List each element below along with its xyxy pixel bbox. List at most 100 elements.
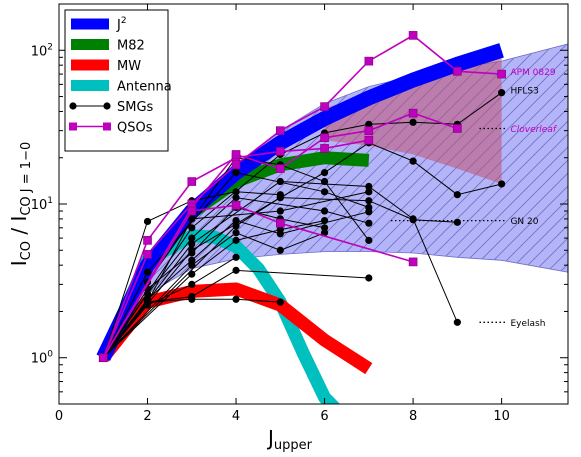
qso-line-1: [102, 34, 502, 359]
smg-point: [276, 207, 284, 215]
smg-point: [188, 234, 196, 242]
qso-point: [408, 108, 418, 118]
smg-point: [188, 240, 196, 248]
legend-marker: [103, 102, 111, 110]
smg-point: [276, 226, 284, 234]
smg-point: [232, 236, 240, 244]
smg-point: [143, 298, 152, 306]
annotation-label: Eyelash: [510, 319, 545, 329]
smg-point: [188, 261, 196, 269]
smg-point: [498, 89, 506, 97]
legend-label: M82: [117, 39, 145, 54]
smg-point: [365, 120, 373, 128]
qso-point: [98, 353, 108, 363]
smg-point: [365, 219, 373, 227]
smg-point: [143, 217, 152, 226]
smg-point: [188, 270, 196, 278]
annotation-label: HFLS3: [510, 87, 538, 97]
qso-point: [187, 177, 197, 186]
smg-point: [188, 224, 196, 232]
qso-point: [187, 206, 197, 216]
qso-point: [276, 218, 285, 228]
smg-point: [232, 222, 240, 230]
smg-point: [232, 253, 240, 261]
qso-point: [143, 236, 152, 245]
smg-line-10: [102, 211, 369, 359]
legend-marker: [103, 122, 111, 131]
smg-point: [409, 157, 417, 165]
legend-label: SMGs: [117, 100, 154, 115]
smg-point: [276, 246, 284, 254]
source-annotations: APM 0829 HFLS3 Cloverleaf GN 20 Eyelash: [390, 68, 558, 329]
smg-line-1: [102, 92, 502, 358]
x-tick-label: 4: [232, 409, 240, 424]
smg-line-8: [102, 197, 369, 358]
smg-point: [276, 194, 284, 202]
smg-point: [320, 224, 329, 232]
smg-point: [409, 216, 417, 224]
qso-point: [408, 31, 418, 40]
smg-point: [320, 229, 329, 237]
qso-point: [276, 147, 285, 156]
legend: J2 M82 MW Antenna SMGs QSOs: [64, 9, 172, 152]
smg-point: [409, 118, 417, 126]
y-axis-label-sub: CO: [19, 241, 34, 260]
smg-point: [276, 298, 284, 306]
smg-line-4: [102, 197, 458, 359]
legend-label: Antenna: [117, 80, 172, 95]
smg-point: [498, 180, 506, 188]
y-axis-label-main: I: [7, 260, 31, 266]
annotation-label: APM 0829: [510, 68, 555, 78]
smg-point: [453, 218, 461, 226]
legend-label: MW: [117, 59, 141, 74]
qso-point: [231, 201, 241, 210]
smg-line-2: [102, 142, 502, 359]
qso-lines: [98, 31, 506, 363]
smg-point: [320, 177, 329, 186]
smg-line-9: [102, 206, 325, 358]
x-tick-label: 10: [493, 409, 510, 424]
legend-marker: [69, 102, 77, 110]
qso-point: [364, 56, 374, 66]
smg-point: [232, 169, 240, 177]
smg-point: [453, 318, 461, 326]
qso-point: [231, 160, 241, 170]
qso-point: [364, 126, 374, 135]
qso-point: [276, 164, 285, 173]
smg-point: [232, 229, 240, 237]
smg-point: [232, 194, 240, 202]
thick-line-j2: [96, 43, 504, 361]
x-tick-label: 0: [55, 409, 63, 424]
qso-point: [231, 150, 241, 159]
y-tick-label: 101: [31, 196, 53, 213]
axes: 0 2 4 6 8 10 100 101 102: [31, 4, 568, 424]
smg-point: [188, 280, 196, 288]
qso-point: [320, 144, 329, 153]
smg-point: [365, 274, 373, 282]
y-tick-label: 100: [31, 350, 54, 367]
qso-point: [320, 133, 329, 142]
smg-point: [365, 188, 373, 196]
smg-point: [188, 215, 196, 223]
x-axis-label-sub: upper: [274, 438, 313, 453]
smg-point: [365, 197, 373, 205]
annotation-label: Cloverleaf: [510, 125, 557, 135]
smg-point: [365, 182, 373, 191]
legend-label: J2: [116, 16, 127, 33]
qso-point: [497, 69, 506, 79]
smg-line-13: [102, 256, 237, 359]
qso-point: [408, 257, 418, 267]
smg-point: [365, 236, 373, 244]
qso-point: [453, 66, 462, 76]
smg-point: [453, 191, 461, 199]
range-bands: [102, 43, 568, 358]
qso-point: [364, 135, 374, 145]
smg-point: [188, 249, 196, 257]
qso-point: [453, 124, 462, 133]
smg-point: [232, 216, 240, 225]
x-tick-label: 8: [409, 409, 417, 424]
qso-line-2: [102, 112, 458, 359]
smg-point: [232, 266, 240, 274]
x-tick-label: 6: [320, 409, 328, 424]
